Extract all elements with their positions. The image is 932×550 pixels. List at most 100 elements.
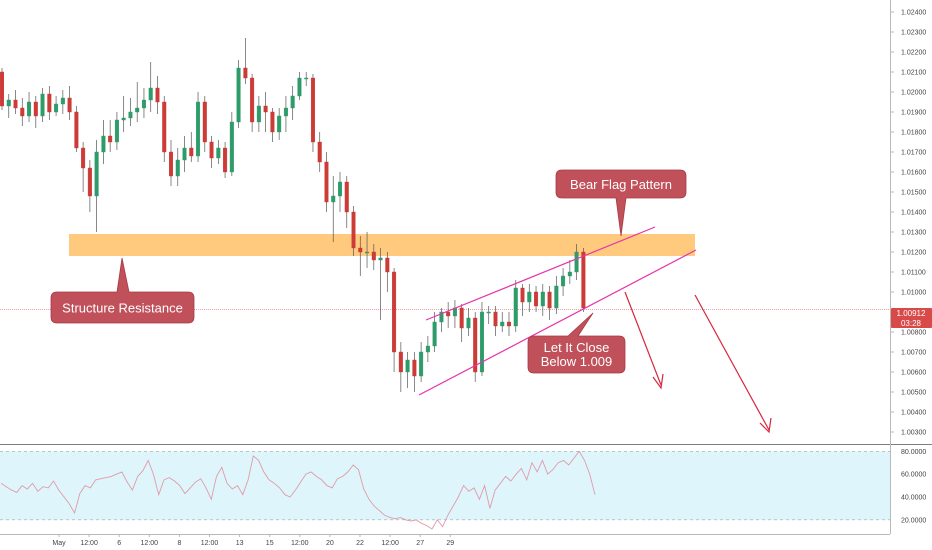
price-tick-label: 1.00500 [901,390,926,397]
time-tick-label: 20 [326,540,334,547]
candle-body-bearish [155,87,160,103]
candle [81,142,86,192]
candle [101,120,106,164]
rsi-tick-label: 40.0000 [901,495,926,502]
candle-body-bearish [392,271,397,353]
candle-body-bearish [263,105,268,113]
candle [155,76,160,114]
candle [175,148,180,186]
candle-body-bullish [27,101,32,117]
close-below-callout[interactable]: Let It Close Below 1.009 [527,312,626,374]
candle-body-bullish [60,97,65,105]
channel-upper-line[interactable] [425,226,656,321]
candle [33,96,38,128]
candle [236,60,241,128]
candle [500,312,505,332]
candle-body-bearish [317,141,322,163]
price-tick-label: 1.01300 [901,230,926,237]
candle [365,232,370,268]
candle [378,248,383,320]
candle [0,68,4,110]
candle-body-bullish [196,101,201,157]
candle-body-bearish [493,311,498,327]
candle-body-bullish [574,251,579,273]
candle-body-bearish [446,311,451,317]
candle [297,72,302,100]
candle-body-bullish [527,291,532,303]
structure-resistance-callout[interactable]: Structure Resistance [50,257,195,324]
candle [162,96,167,162]
candle [196,92,201,162]
candle-body-bullish [182,147,187,161]
price-tick-label: 1.02300 [901,30,926,37]
candle [459,304,464,342]
price-tick-label: 1.00400 [901,410,926,417]
channel-lower-line[interactable] [418,249,697,396]
candle [229,112,234,176]
candle [574,244,579,280]
price-tick-label: 1.02400 [901,10,926,17]
candle-body-bullish [229,121,234,173]
candle [256,96,261,132]
candle [520,284,525,316]
close-below-label-line1: Let It Close [544,340,610,355]
bear-flag-callout[interactable]: Bear Flag Pattern [555,169,687,237]
candle-body-bearish [473,317,478,373]
price-tick-label: 1.02100 [901,70,926,77]
projection-arrow-1-head [652,373,664,390]
candle-body-bullish [121,117,126,121]
candle [513,280,518,332]
candle [317,132,322,172]
price-tick-label: 1.01500 [901,190,926,197]
candle [250,74,255,132]
time-tick-label: 12:00 [141,540,159,547]
time-tick-label: 29 [446,540,454,547]
candle-body-bearish [13,99,18,109]
candle-body-bullish [365,251,370,254]
current-price-value: 1.00912 [897,309,926,318]
candle-body-bullish [297,77,302,97]
structure-resistance-zone[interactable] [69,234,695,256]
candle-body-bullish [256,105,261,123]
candle [209,136,214,168]
candle [290,86,295,120]
rsi-tick-label: 60.0000 [901,472,926,479]
candle-body-bearish [344,181,349,213]
rsi-line [0,450,596,530]
candle [74,106,79,152]
candle-body-bullish [175,159,180,177]
candle [47,86,52,120]
candle-body-bullish [500,321,505,327]
candle-body-bearish [202,101,207,143]
candle-body-bullish [54,103,59,113]
candle [385,252,390,292]
rsi-axis-ticks: 80.0000 60.0000 40.0000 20.0000 [0,449,926,524]
price-panel [0,0,890,443]
candle [371,244,376,270]
candle [40,88,45,122]
candle-body-bearish [520,287,525,303]
candle [67,86,72,120]
time-tick-label: 12:00 [291,540,309,547]
candle [189,132,194,162]
projection-arrow-1[interactable] [624,291,662,386]
candle-body-bullish [304,77,309,80]
candle [283,96,288,132]
candle [473,312,478,382]
price-axis-ticks[interactable]: 1.02400 1.02300 1.02200 1.02100 1.02000 1.019… [890,10,926,437]
time-axis-ticks[interactable]: May 12:00 6 12:00 8 12:00 13 15 12:00 20 22 12:00 27… [52,534,454,547]
current-price-tag[interactable]: 1.00912 03:28 [891,308,932,328]
candle [148,62,153,112]
candle [432,312,437,352]
price-tick-label: 1.01600 [901,170,926,177]
candle [493,306,498,336]
projection-arrow-2[interactable] [694,294,770,431]
candle [135,82,140,122]
candle [243,38,248,84]
candle-body-bullish [425,345,430,353]
candle-body-bullish [148,87,153,101]
candle-body-bullish [216,147,221,159]
candle [466,308,471,336]
candle [358,236,363,276]
candle [13,90,18,114]
